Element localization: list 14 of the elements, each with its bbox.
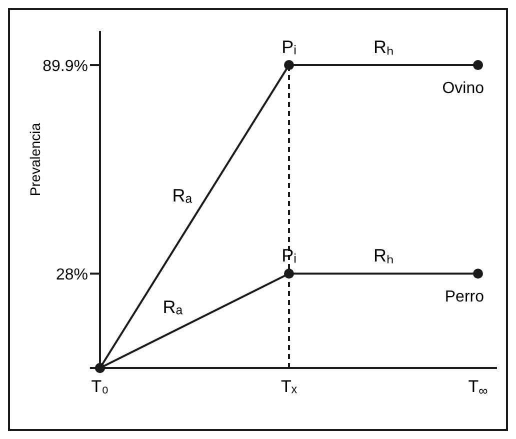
annotation: Rₕ	[374, 246, 394, 266]
series-label: Ovino	[442, 80, 484, 98]
x-tick-label: T₀	[91, 377, 109, 396]
annotation: Pᵢ	[282, 246, 296, 266]
x-tick-label: Tₓ	[281, 377, 298, 396]
annotation: Rₐ	[162, 296, 183, 317]
annotation: Rₐ	[172, 185, 192, 206]
annotation: Rₕ	[374, 37, 394, 58]
y-axis-title: Prevalencia	[27, 122, 43, 196]
y-tick-label: 89.9%	[42, 58, 88, 76]
series-label: Perro	[444, 288, 484, 306]
annotation: Pᵢ	[282, 37, 296, 58]
x-tick-label: T$_{∞}$	[468, 377, 488, 398]
y-tick-label: 28%	[56, 266, 88, 284]
